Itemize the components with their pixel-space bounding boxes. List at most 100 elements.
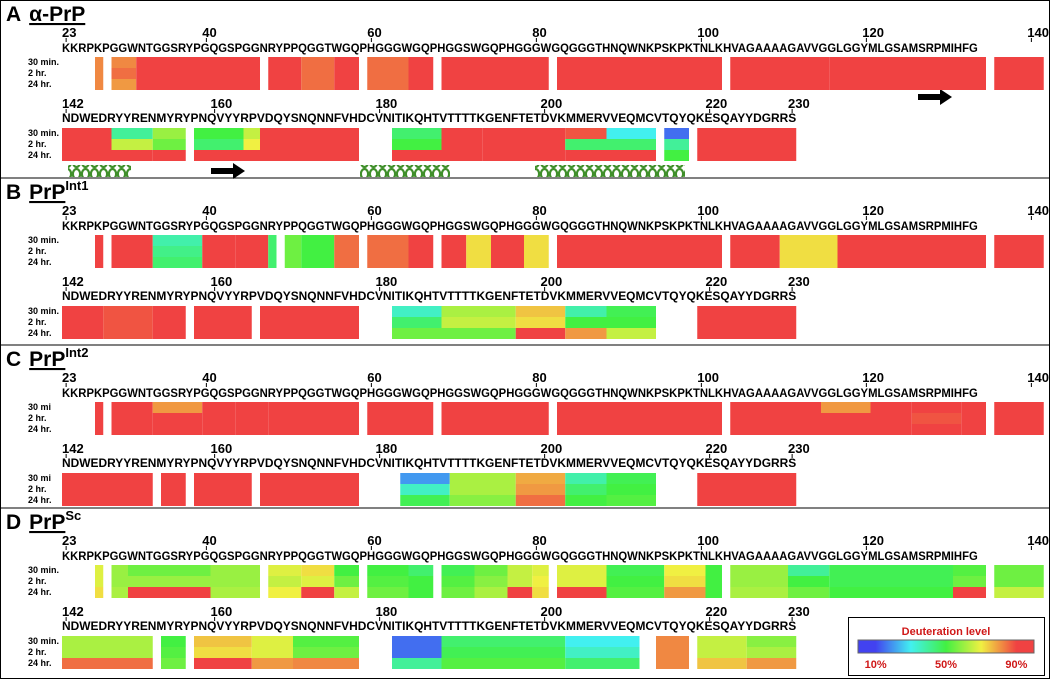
- deuteration-cell: [449, 484, 516, 495]
- panel-letter: B: [6, 181, 21, 204]
- deuteration-cell: [268, 413, 359, 424]
- deuteration-cell: [152, 328, 186, 339]
- deuteration-cell: [606, 139, 656, 150]
- time-label: 24 hr.: [28, 424, 52, 434]
- deuteration-cell: [664, 565, 706, 576]
- panel-letter: A: [6, 3, 21, 26]
- deuteration-cell: [95, 424, 104, 435]
- deuteration-cell: [705, 57, 722, 68]
- deuteration-cell: [606, 473, 656, 484]
- deuteration-cell: [524, 235, 549, 246]
- deuteration-cell: [284, 235, 302, 246]
- residue-number: 220: [706, 274, 728, 289]
- residue-number: 120: [862, 533, 884, 548]
- time-label: 30 min.: [28, 306, 59, 316]
- residue-number: 80: [532, 533, 546, 548]
- time-label: 24 hr.: [28, 328, 52, 338]
- deuteration-cell: [235, 257, 269, 268]
- deuteration-cell: [441, 658, 566, 669]
- deuteration-cell: [111, 576, 128, 587]
- deuteration-cell: [730, 257, 780, 268]
- deuteration-cell: [870, 424, 912, 435]
- deuteration-cell: [829, 57, 986, 68]
- residue-number: 200: [541, 96, 563, 111]
- time-label: 30 min.: [28, 57, 59, 67]
- time-label: 24 hr.: [28, 257, 52, 267]
- deuteration-cell: [334, 565, 359, 576]
- panel-title: D PrPSc: [6, 508, 81, 534]
- residue-number: 40: [202, 370, 216, 385]
- deuteration-cell: [821, 424, 871, 435]
- deuteration-cell: [111, 565, 128, 576]
- deuteration-cell: [730, 576, 788, 587]
- deuteration-cell: [392, 150, 442, 161]
- deuteration-cell: [293, 647, 359, 658]
- deuteration-cell: [194, 306, 252, 317]
- deuteration-cell: [301, 587, 335, 598]
- residue-number: 142: [62, 441, 84, 456]
- panel-name: PrP: [29, 348, 65, 371]
- deuteration-cell: [367, 576, 409, 587]
- deuteration-cell: [260, 150, 359, 161]
- deuteration-cell: [697, 636, 747, 647]
- deuteration-cell: [730, 235, 780, 246]
- deuteration-cell: [656, 658, 689, 669]
- panel-title: C PrPInt2: [6, 345, 88, 371]
- deuteration-cell: [161, 636, 186, 647]
- helix: [360, 165, 450, 177]
- deuteration-cell: [441, 565, 475, 576]
- deuteration-cell: [994, 576, 1044, 587]
- deuteration-cell: [730, 57, 788, 68]
- residue-number: 23: [62, 533, 76, 548]
- deuteration-cell: [730, 79, 788, 90]
- sequence: KKRPKPGGWNTGGSRYPGQGSPGGNRYPPQGGTWGQPHGG…: [62, 219, 978, 233]
- residue-number: 230: [788, 604, 810, 619]
- deuteration-cell: [994, 68, 1044, 79]
- residue-number: 80: [532, 25, 546, 40]
- deuteration-cell: [367, 413, 434, 424]
- deuteration-cell: [268, 565, 302, 576]
- deuteration-cell: [697, 495, 797, 506]
- deuteration-cell: [491, 235, 524, 246]
- deuteration-cell: [994, 57, 1044, 68]
- deuteration-cell: [408, 576, 434, 587]
- deuteration-cell: [95, 57, 104, 68]
- deuteration-cell: [565, 495, 607, 506]
- deuteration-cell: [62, 647, 153, 658]
- deuteration-cell: [95, 402, 104, 413]
- deuteration-cell: [557, 576, 607, 587]
- deuteration-cell: [194, 328, 252, 339]
- deuteration-cell: [565, 150, 607, 161]
- deuteration-cell: [62, 495, 153, 506]
- deuteration-cell: [911, 413, 962, 424]
- deuteration-cell: [202, 424, 236, 435]
- deuteration-cell: [152, 150, 186, 161]
- deuteration-cell: [95, 235, 104, 246]
- deuteration-cell: [260, 139, 359, 150]
- residue-number: 60: [367, 370, 381, 385]
- deuteration-cell: [821, 413, 871, 424]
- deuteration-cell: [466, 235, 491, 246]
- deuteration-cell: [367, 246, 409, 257]
- deuteration-cell: [210, 576, 260, 587]
- legend-gradient: [857, 639, 1035, 654]
- deuteration-cell: [260, 473, 359, 484]
- deuteration-cell: [103, 306, 153, 317]
- deuteration-cell: [62, 306, 104, 317]
- deuteration-cell: [664, 128, 689, 139]
- deuteration-cell: [730, 246, 780, 257]
- residue-number: 230: [788, 274, 810, 289]
- residue-number: 142: [62, 96, 84, 111]
- deuteration-cell: [62, 150, 112, 161]
- deuteration-cell: [111, 128, 153, 139]
- deuteration-cell: [268, 235, 277, 246]
- deuteration-cell: [367, 587, 409, 598]
- deuteration-cell: [111, 587, 128, 598]
- deuteration-cell: [606, 587, 665, 598]
- deuteration-cell: [441, 150, 483, 161]
- deuteration-cell: [408, 79, 434, 90]
- deuteration-cell: [260, 317, 359, 328]
- deuteration-cell: [705, 565, 722, 576]
- deuteration-cell: [392, 128, 442, 139]
- time-label: 2 hr.: [28, 68, 47, 78]
